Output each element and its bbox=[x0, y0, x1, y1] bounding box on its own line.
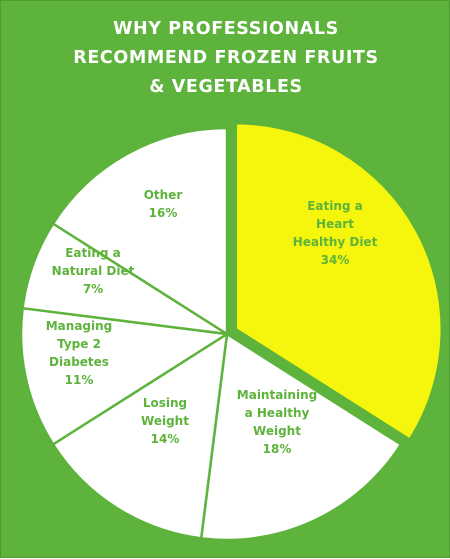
slice-label-line: Maintaining bbox=[237, 388, 317, 402]
slice-label-line: 16% bbox=[149, 206, 178, 220]
slice-label-line: Diabetes bbox=[49, 355, 109, 369]
slice-label-line: Weight bbox=[253, 424, 301, 438]
slice-label-line: Managing bbox=[46, 319, 113, 333]
slice-label-line: Eating a bbox=[65, 246, 121, 260]
slice-label-line: Losing bbox=[143, 396, 187, 410]
slice-label: Eating a Natural Diet 7% bbox=[52, 246, 135, 296]
slice-label-line: 18% bbox=[263, 442, 292, 456]
slice-label-line: 11% bbox=[65, 373, 94, 387]
slice-label-line: Eating a bbox=[307, 199, 363, 213]
slice-label-line: 14% bbox=[151, 432, 180, 446]
slice-label-line: Type 2 bbox=[57, 337, 101, 351]
slice-label-line: 7% bbox=[83, 282, 103, 296]
chart-title-line: RECOMMEND FROZEN FRUITS bbox=[73, 48, 379, 68]
slice-label-line: Natural Diet bbox=[52, 264, 135, 278]
pie-slice bbox=[234, 121, 443, 441]
chart-title: WHY PROFESSIONALS RECOMMEND FROZEN FRUIT… bbox=[1, 15, 450, 102]
slice-label: Losing Weight 14% bbox=[141, 396, 189, 446]
slice-label-line: Weight bbox=[141, 414, 189, 428]
pie-slice bbox=[19, 306, 229, 446]
chart-title-line: & VEGETABLES bbox=[149, 77, 303, 97]
slice-label: Managing Type 2 Diabetes 11% bbox=[46, 319, 113, 387]
pie-slice bbox=[51, 332, 229, 540]
slice-label-line: Other bbox=[144, 188, 183, 202]
slice-label: Maintaining a Healthy Weight 18% bbox=[237, 388, 317, 456]
chart-title-line: WHY PROFESSIONALS bbox=[113, 19, 339, 39]
slice-label-line: 34% bbox=[321, 253, 350, 267]
pie-slice bbox=[51, 126, 229, 336]
pie-slice bbox=[199, 332, 403, 542]
slice-label: Other 16% bbox=[144, 188, 183, 220]
slice-label-line: a Healthy bbox=[245, 406, 310, 420]
slice-label: Eating a Heart Healthy Diet 34% bbox=[293, 199, 378, 267]
slice-label-line: Heart bbox=[316, 217, 354, 231]
slice-label-line: Healthy Diet bbox=[293, 235, 378, 249]
